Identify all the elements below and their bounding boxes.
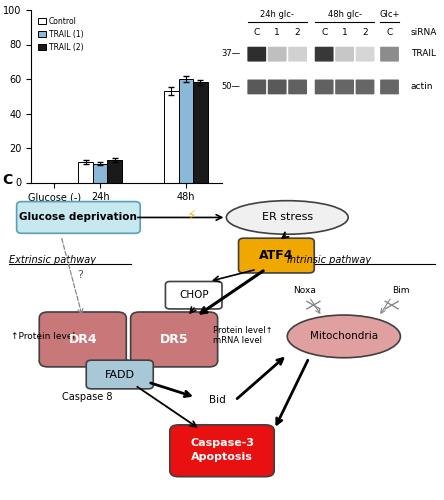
- Text: Caspase 8: Caspase 8: [62, 392, 112, 402]
- Text: A: A: [0, 0, 4, 2]
- Bar: [178, 79, 193, 182]
- Text: Extrinsic pathway: Extrinsic pathway: [9, 255, 96, 265]
- Bar: [193, 82, 207, 182]
- FancyBboxPatch shape: [356, 80, 374, 94]
- Text: 1: 1: [342, 28, 348, 37]
- Text: 1: 1: [274, 28, 280, 37]
- Text: ⚡: ⚡: [186, 209, 196, 223]
- FancyBboxPatch shape: [238, 238, 314, 273]
- Text: DR5: DR5: [160, 333, 188, 346]
- FancyBboxPatch shape: [335, 46, 354, 62]
- Text: Noxa: Noxa: [293, 286, 316, 295]
- FancyBboxPatch shape: [247, 46, 266, 62]
- Text: TRAIL: TRAIL: [411, 50, 436, 58]
- Text: Intrinsic pathway: Intrinsic pathway: [287, 255, 371, 265]
- Text: CHOP: CHOP: [179, 290, 209, 300]
- FancyBboxPatch shape: [380, 46, 399, 62]
- Text: actin: actin: [411, 82, 433, 92]
- Ellipse shape: [287, 315, 400, 358]
- Text: C: C: [386, 28, 392, 37]
- Text: ?: ?: [78, 270, 83, 280]
- FancyBboxPatch shape: [268, 80, 286, 94]
- FancyBboxPatch shape: [86, 360, 153, 389]
- FancyBboxPatch shape: [315, 46, 333, 62]
- Text: ↑Protein level: ↑Protein level: [11, 332, 75, 341]
- Bar: [164, 91, 178, 182]
- Text: Bid: Bid: [209, 396, 226, 406]
- FancyBboxPatch shape: [356, 46, 374, 62]
- Text: FADD: FADD: [105, 370, 135, 380]
- FancyBboxPatch shape: [170, 425, 274, 476]
- Text: Glc+: Glc+: [379, 10, 400, 20]
- Legend: Control, TRAIL (1), TRAIL (2): Control, TRAIL (1), TRAIL (2): [35, 14, 86, 54]
- Text: Bim: Bim: [392, 286, 409, 295]
- FancyBboxPatch shape: [380, 80, 399, 94]
- Text: DR4: DR4: [68, 333, 97, 346]
- FancyBboxPatch shape: [131, 312, 218, 367]
- Bar: [107, 160, 122, 182]
- Text: 37—: 37—: [221, 50, 241, 58]
- FancyBboxPatch shape: [315, 80, 333, 94]
- Text: 48h glc-: 48h glc-: [328, 10, 361, 20]
- Text: C: C: [254, 28, 260, 37]
- Text: Glucose deprivation: Glucose deprivation: [20, 212, 137, 222]
- Text: mRNA level: mRNA level: [213, 336, 262, 345]
- FancyBboxPatch shape: [39, 312, 126, 367]
- Ellipse shape: [226, 200, 348, 234]
- FancyBboxPatch shape: [16, 202, 140, 234]
- Bar: [79, 162, 93, 182]
- Text: C: C: [2, 173, 12, 187]
- Text: 2: 2: [362, 28, 368, 37]
- Text: 24h glc-: 24h glc-: [260, 10, 294, 20]
- Text: C: C: [321, 28, 327, 37]
- Text: Apoptosis: Apoptosis: [191, 452, 253, 462]
- FancyBboxPatch shape: [288, 46, 307, 62]
- FancyBboxPatch shape: [166, 282, 222, 309]
- Text: ATF4: ATF4: [259, 249, 293, 262]
- FancyBboxPatch shape: [268, 46, 286, 62]
- Text: siRNA: siRNA: [411, 28, 437, 37]
- Text: Caspase-3: Caspase-3: [190, 438, 254, 448]
- Bar: [93, 164, 107, 182]
- FancyBboxPatch shape: [288, 80, 307, 94]
- Text: B: B: [219, 0, 230, 2]
- Text: Protein level↑: Protein level↑: [213, 326, 273, 335]
- Text: Mitochondria: Mitochondria: [310, 332, 378, 342]
- FancyBboxPatch shape: [335, 80, 354, 94]
- Text: 2: 2: [295, 28, 301, 37]
- Text: ER stress: ER stress: [262, 212, 313, 222]
- Text: 50—: 50—: [222, 82, 241, 92]
- FancyBboxPatch shape: [247, 80, 266, 94]
